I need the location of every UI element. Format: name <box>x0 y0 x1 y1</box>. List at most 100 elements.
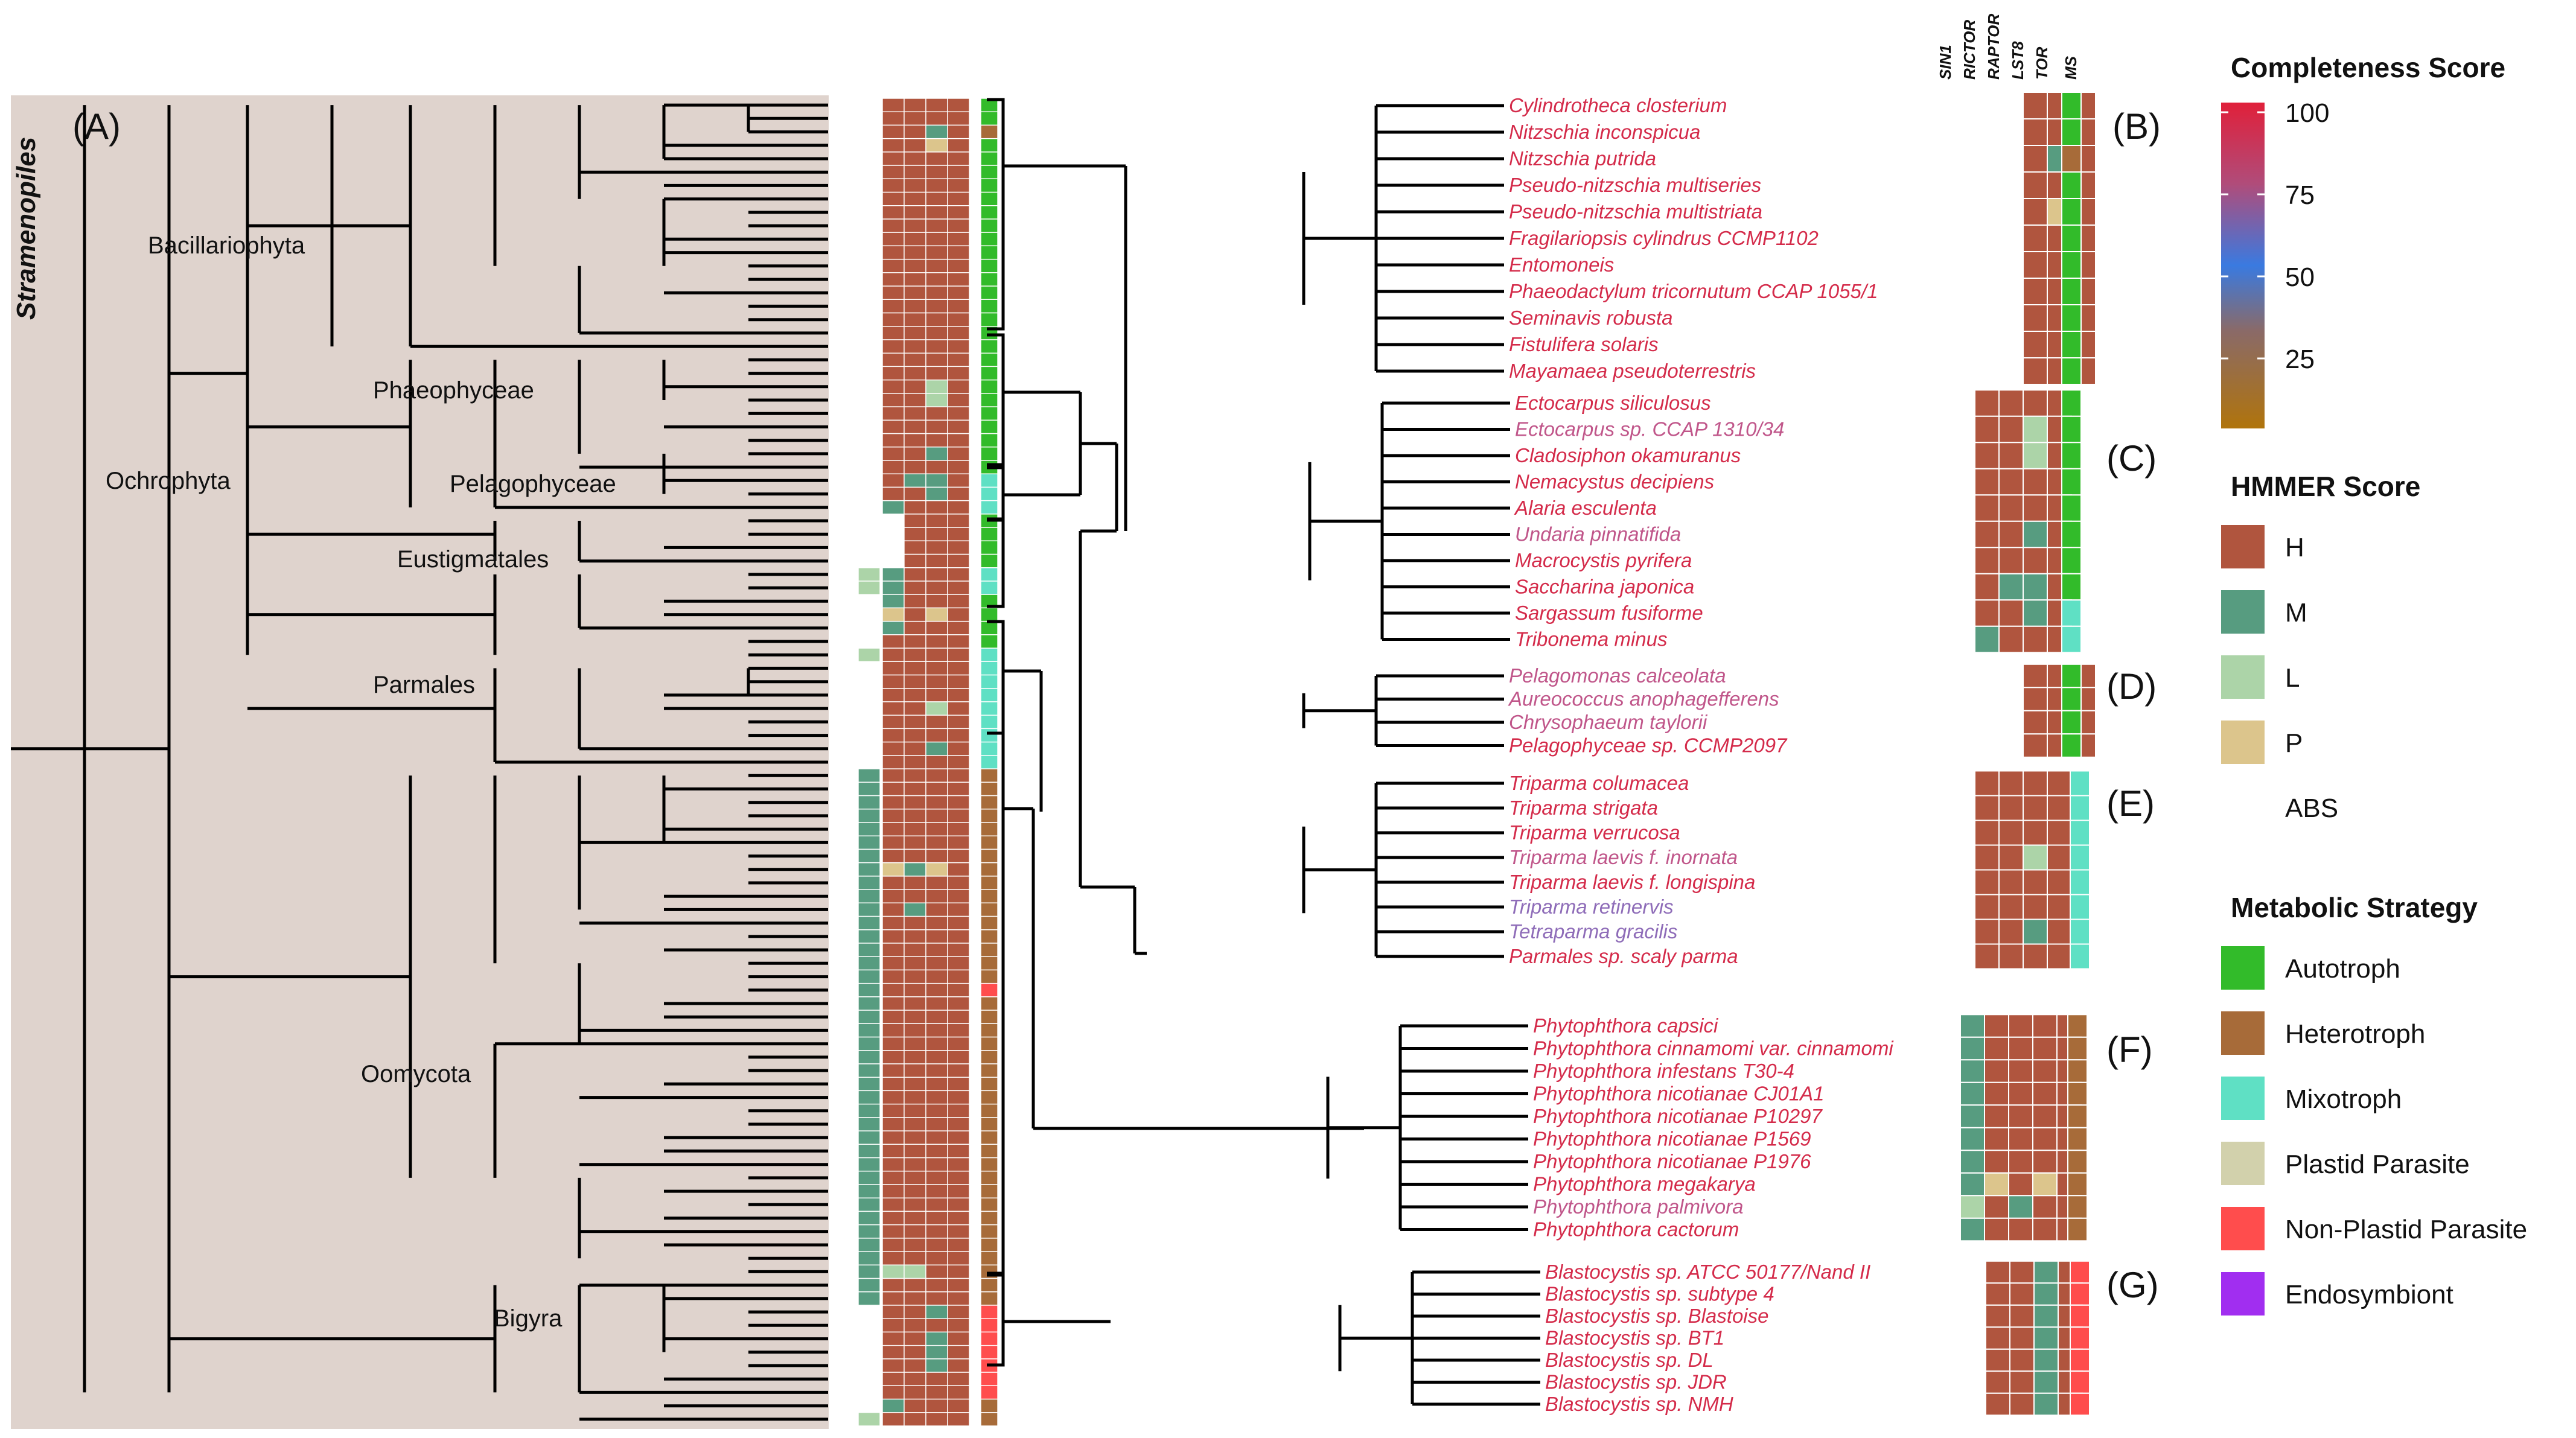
overview-heat-cell <box>882 741 905 756</box>
overview-heat-cell <box>947 553 970 568</box>
species-label: Nitzschia inconspicua <box>1509 121 1700 143</box>
overview-heat-cell <box>904 1372 926 1387</box>
overview-heat-cell <box>882 809 905 823</box>
detail-heat-cell <box>2023 795 2048 821</box>
overview-heat-cell <box>904 1291 926 1306</box>
detail-ms-cell <box>2067 1172 2088 1197</box>
detail-heat-cell <box>1985 1370 2010 1394</box>
overview-heat-cell <box>925 996 948 1011</box>
detail-heat-cell <box>2023 304 2048 332</box>
detail-heat-cell <box>1998 599 2024 627</box>
overview-heat-cell <box>904 1277 926 1293</box>
overview-heat-cell <box>904 795 926 810</box>
legend-hmmer-swatch <box>2221 655 2265 699</box>
overview-heat-cell <box>882 929 905 944</box>
legend-metabolic-swatch <box>2221 1011 2265 1055</box>
detail-heat-cell <box>1998 442 2024 469</box>
detail-heatmaps <box>1960 92 2096 1416</box>
overview-heat-cell <box>925 98 948 112</box>
detail-ms-cell <box>2061 198 2082 226</box>
overview-heat-cell <box>904 620 926 635</box>
overview-heat-cell <box>925 1372 948 1387</box>
overview-heat-cell <box>947 285 970 301</box>
detail-heat-cell <box>2033 1304 2059 1328</box>
overview-heat-cell <box>882 1117 905 1131</box>
overview-heat-cell <box>882 1277 905 1293</box>
overview-heat-cell <box>925 661 948 676</box>
overview-heat-cell <box>925 741 948 756</box>
detail-ms-cell <box>2061 547 2082 574</box>
overview-heat-cell <box>882 1144 905 1159</box>
overview-heat-cell <box>904 822 926 836</box>
detail-heat-cell <box>2008 1059 2033 1083</box>
overview-ms-cell <box>980 1144 998 1159</box>
overview-heat-cell <box>904 1036 926 1051</box>
detail-heat-cell <box>2023 198 2048 226</box>
overview-heat-cell <box>904 929 926 944</box>
detail-ms-cell <box>2061 687 2082 711</box>
overview-heat-cell <box>925 1211 948 1226</box>
overview-heat-cell <box>947 124 970 139</box>
detail-heat-cell <box>1984 1127 2009 1151</box>
overview-heat-cell <box>882 876 905 890</box>
detail-heat-cell <box>1984 1036 2009 1061</box>
overview-heat-cell <box>947 460 970 474</box>
overview-heat-cell <box>904 165 926 180</box>
overview-heat-cell <box>858 768 881 783</box>
overview-ms-cell <box>980 809 998 823</box>
detail-heat-cell <box>2023 547 2048 574</box>
overview-ms-cell <box>980 969 998 984</box>
species-label: Blastocystis sp. DL <box>1545 1349 1714 1371</box>
overview-heat-cell <box>882 620 905 635</box>
detail-heat-cell <box>1974 468 2000 496</box>
overview-heat-cell <box>904 594 926 609</box>
overview-ms-cell <box>980 1224 998 1239</box>
overview-heat-cell <box>904 996 926 1011</box>
detail-heat-cell <box>1998 547 2024 574</box>
overview-heat-cell <box>858 567 881 582</box>
overview-heat-cell <box>925 674 948 689</box>
overview-heat-cell <box>904 540 926 555</box>
overview-heat-cell <box>925 1010 948 1024</box>
detail-heat-cell <box>2047 918 2072 945</box>
detail-ms-cell <box>2067 1150 2088 1174</box>
overview-heat-cell <box>925 285 948 301</box>
overview-heat-cell <box>904 661 926 676</box>
overview-ms-cell <box>980 406 998 421</box>
legend-metabolic-items: Autotroph Heterotroph Mixotroph Plastid Par… <box>2221 946 2527 1316</box>
detail-heat-cell <box>1998 468 2024 496</box>
overview-heat-cell <box>882 956 905 971</box>
overview-heat-cell <box>882 795 905 810</box>
overview-heat-cell <box>925 272 948 287</box>
detail-heat-cell <box>1960 1150 1985 1174</box>
overview-heat-cell <box>904 447 926 461</box>
overview-heat-cell <box>882 259 905 273</box>
overview-heat-cell <box>904 1264 926 1279</box>
overview-heat-cell <box>925 259 948 273</box>
overview-heat-cell <box>947 1117 970 1131</box>
overview-ms-cell <box>980 1251 998 1266</box>
overview-heat-cell <box>925 419 948 434</box>
overview-heat-cell <box>882 312 905 327</box>
overview-heat-cell <box>947 620 970 635</box>
overview-heat-cell <box>858 1023 881 1038</box>
overview-heat-cell <box>925 1050 948 1064</box>
detail-ms-cell <box>2061 468 2082 496</box>
overview-heat-cell <box>947 1211 970 1226</box>
overview-heat-cell <box>904 326 926 340</box>
overview-heat-cell <box>925 447 948 461</box>
overview-heat-cell <box>947 594 970 609</box>
detail-heat-cell <box>1984 1081 2009 1106</box>
overview-heat-cell <box>947 822 970 836</box>
overview-heat-cell <box>904 380 926 394</box>
overview-heat-cell <box>947 1318 970 1333</box>
overview-heat-cell <box>925 1090 948 1105</box>
overview-ms-cell <box>980 1077 998 1092</box>
overview-heat-cell <box>947 1305 970 1319</box>
species-label: Phytophthora palmivora <box>1533 1195 1744 1218</box>
overview-heat-cell <box>904 460 926 474</box>
overview-heat-cell <box>882 1398 905 1413</box>
detail-ms-cell <box>2061 494 2082 522</box>
overview-ms-cell <box>980 634 998 649</box>
panel-label-c: (C) <box>2106 438 2157 479</box>
